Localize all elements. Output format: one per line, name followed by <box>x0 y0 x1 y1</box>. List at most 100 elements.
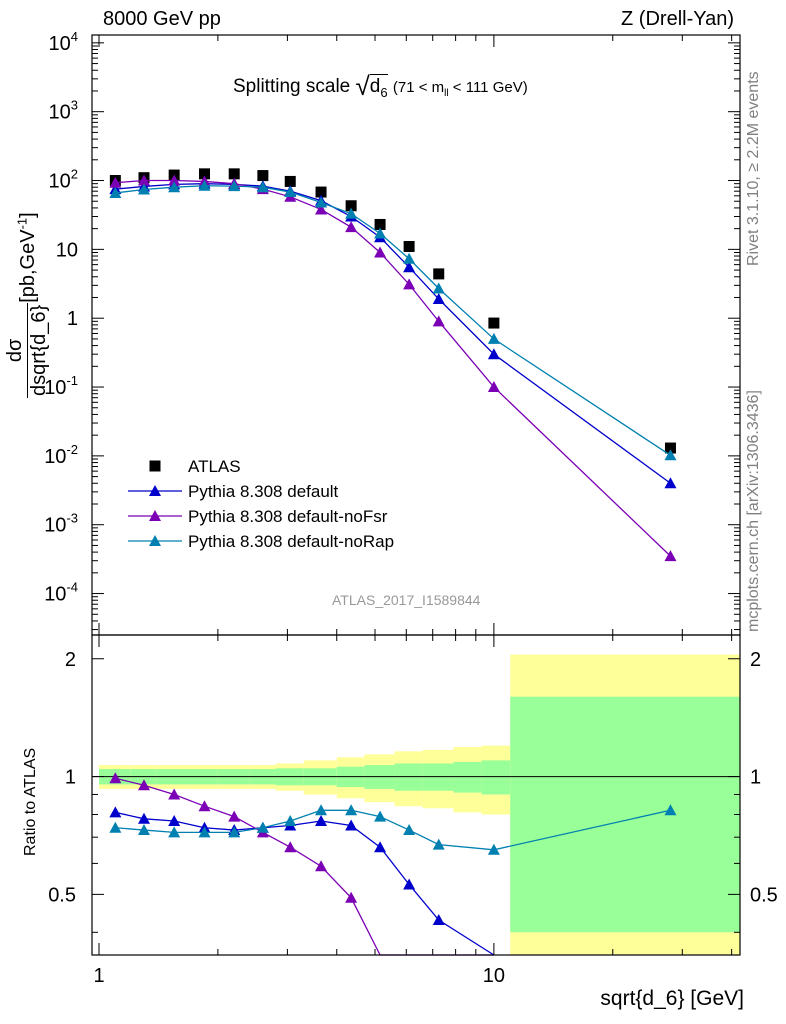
ratio-line <box>115 809 671 851</box>
series-line <box>115 183 671 484</box>
mc-point <box>664 449 677 461</box>
y-label-units: [pb,GeV-1] <box>14 212 40 303</box>
data-point <box>257 170 269 182</box>
data-point <box>284 175 296 187</box>
ratio-y-label: Ratio to ATLAS <box>22 747 39 856</box>
y-axis-label: dσ dsqrt{d_6} [pb,GeV-1] <box>4 212 51 398</box>
mc-point <box>403 261 416 273</box>
ratio-tick-label-right: 2 <box>750 649 761 671</box>
ratio-point <box>109 772 122 784</box>
ratio-point <box>432 838 445 850</box>
mc-point <box>168 181 181 193</box>
y-tick-label: 10 <box>56 239 78 261</box>
ratio-point <box>403 824 416 836</box>
ratio-point <box>109 821 122 833</box>
ratio-point <box>315 860 328 872</box>
y-tick-label: 102 <box>49 167 78 193</box>
mc-point <box>315 196 328 208</box>
mc-point <box>345 207 358 219</box>
data-point <box>374 218 386 230</box>
y-tick-label: 10-2 <box>44 442 78 468</box>
data-point <box>433 268 445 280</box>
ratio-point <box>284 841 297 853</box>
mc-point <box>228 180 241 192</box>
series-line <box>115 179 671 557</box>
legend-marker <box>149 485 161 496</box>
mc-point <box>137 174 150 186</box>
data-point <box>345 200 357 212</box>
ratio-tick-label-right: 0.5 <box>750 884 778 906</box>
mc-point <box>403 278 416 290</box>
mc-point <box>664 550 677 562</box>
mc-point <box>374 246 387 258</box>
mc-point <box>487 348 500 360</box>
y-label-denominator: dsqrt{d_6} <box>28 304 50 396</box>
ratio-band-inner <box>394 763 423 791</box>
ratio-point <box>403 878 416 890</box>
y-tick-label: 10-3 <box>44 511 78 537</box>
ratio-band-inner <box>510 696 740 933</box>
legend-label: Pythia 8.308 default-noRap <box>188 532 394 551</box>
ratio-point <box>374 810 387 822</box>
ratio-point <box>345 804 358 816</box>
mc-point <box>256 181 269 193</box>
ratio-point <box>168 814 181 826</box>
y-tick-label: 104 <box>49 29 78 55</box>
data-point <box>488 317 500 329</box>
ratio-point <box>228 826 241 838</box>
mc-point <box>374 227 387 239</box>
ratio-band-inner <box>481 760 511 795</box>
mc-point <box>284 186 297 198</box>
title-range: (71 < mll < 111 GeV) <box>392 79 528 99</box>
ratio-uncertainty-bands <box>92 654 740 955</box>
legend-marker <box>149 460 161 472</box>
ratio-band-inner <box>422 763 454 791</box>
mc-point <box>168 174 181 186</box>
data-point <box>664 442 676 454</box>
mc-point <box>487 332 500 344</box>
ratio-point <box>109 806 122 818</box>
ratio-point <box>345 891 358 903</box>
data-point <box>199 168 211 180</box>
mc-point <box>198 179 211 191</box>
x-tick-label: 10 <box>483 965 505 987</box>
y-label-numerator: dσ <box>4 302 28 398</box>
header-left: 8000 GeV pp <box>103 8 221 30</box>
title-main: Splitting scale <box>233 76 351 97</box>
y-tick-label: 10-1 <box>44 373 78 399</box>
ratio-panel-series <box>109 772 677 956</box>
legend-marker <box>149 510 161 521</box>
header-right: Z (Drell-Yan) <box>621 8 734 30</box>
ratio-point <box>137 812 150 824</box>
mc-point <box>664 477 677 489</box>
ratio-point <box>168 826 181 838</box>
ratio-point <box>168 788 181 800</box>
y-tick-label: 10-4 <box>44 580 78 606</box>
mc-point <box>109 176 122 188</box>
ratio-point <box>198 800 211 812</box>
legend-label: ATLAS <box>188 457 241 476</box>
mc-point <box>403 252 416 264</box>
ratio-point <box>198 826 211 838</box>
series-line <box>115 185 671 456</box>
data-point <box>403 241 415 253</box>
ratio-point <box>374 841 387 853</box>
y-tick-label: 1 <box>67 308 78 330</box>
ratio-tick-label: 0.5 <box>48 884 76 906</box>
legend-label: Pythia 8.308 default <box>188 482 339 501</box>
legend-label: Pythia 8.308 default-noFsr <box>188 507 388 526</box>
ratio-point <box>664 804 677 816</box>
plot-title: Splitting scale √d6 (71 < mll < 111 GeV) <box>233 68 528 101</box>
mc-point <box>432 293 445 305</box>
main-panel-series <box>109 168 677 562</box>
ratio-point <box>315 814 328 826</box>
mcplots-credit-text: mcplots.cern.ch [arXiv:1306.3436] <box>745 390 762 632</box>
mc-point <box>109 186 122 198</box>
ratio-point <box>315 804 328 816</box>
ratio-panel-frame <box>91 634 741 956</box>
mc-point <box>345 221 358 233</box>
x-axis-label: sqrt{d_6} [GeV] <box>600 987 744 1010</box>
legend-marker <box>149 535 161 546</box>
tick-labels: 1 10 10-4 10-3 10-2 10-1 1 10 102 103 104 0.5 0.5 1 1 2… <box>44 29 778 987</box>
ratio-point <box>228 810 241 822</box>
